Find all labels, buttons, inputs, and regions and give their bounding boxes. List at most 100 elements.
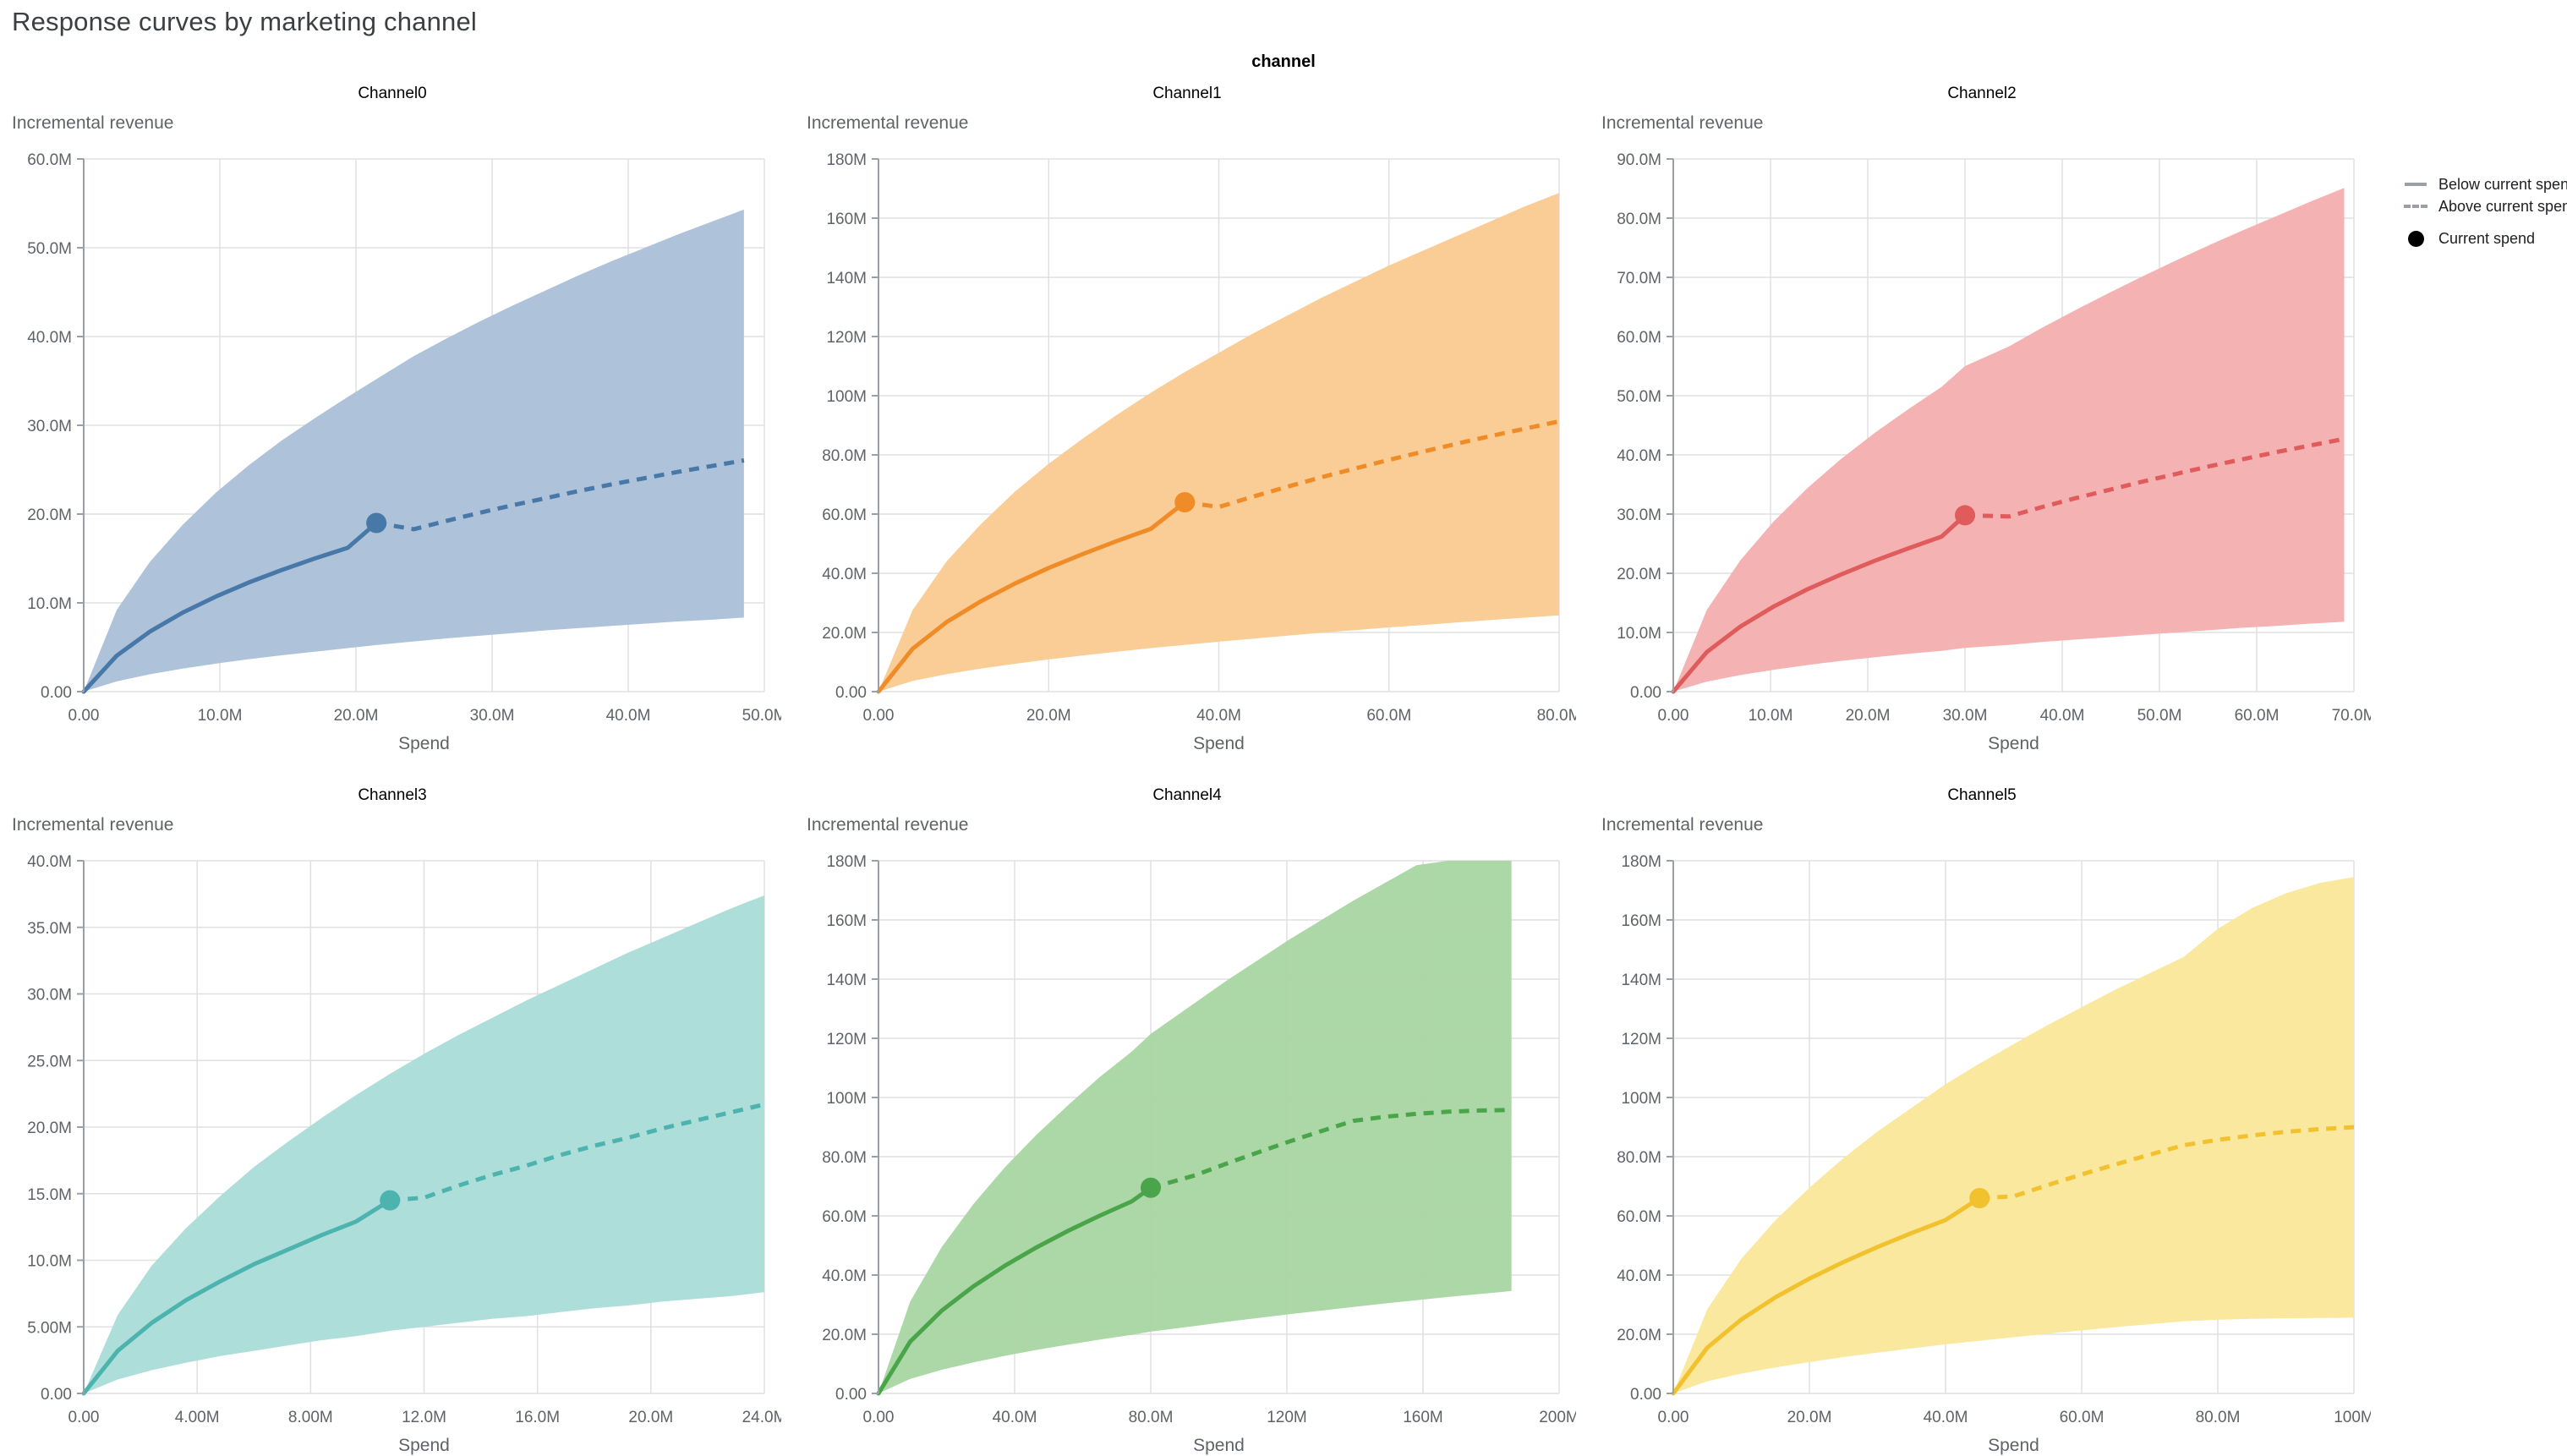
y-tick-label: 120M xyxy=(826,1031,867,1048)
plot-area: 0.00 20.0M 40.0M 60.0M 80.0M 100M 120M 140M 160M… xyxy=(822,151,1576,725)
y-tick-label: 160M xyxy=(826,211,867,228)
chart-panel-channel0: Channel0 Incremental revenue 0.00 10.0M 20.0… xyxy=(12,85,781,753)
y-axis-title: Incremental revenue xyxy=(1601,113,1764,133)
x-tick-label: 40.0M xyxy=(2040,707,2085,725)
x-tick-label: 20.0M xyxy=(334,707,379,725)
y-tick-label: 10.0M xyxy=(27,1253,72,1271)
x-axis-title: Spend xyxy=(1988,1436,2039,1455)
solid-line-icon xyxy=(2401,178,2430,191)
panel-title: Channel0 xyxy=(358,85,427,102)
y-tick-label: 100M xyxy=(1621,1090,1661,1108)
y-tick-label: 0.00 xyxy=(835,684,867,702)
legend-item-label: Current spend xyxy=(2438,229,2536,247)
y-tick-label: 25.0M xyxy=(27,1053,72,1070)
y-tick-label: 120M xyxy=(1621,1031,1661,1048)
credible-interval-band xyxy=(1673,877,2354,1393)
y-tick-label: 120M xyxy=(826,329,867,347)
credible-interval-band xyxy=(84,209,744,692)
y-tick-label: 40.0M xyxy=(27,853,72,871)
y-tick-label: 0.00 xyxy=(41,1386,72,1404)
chart-panel-channel5: Channel5 Incremental revenue 0.00 20.0M 40.0… xyxy=(1601,786,2371,1455)
x-tick-label: 16.0M xyxy=(515,1409,560,1426)
y-tick-label: 50.0M xyxy=(27,240,72,258)
x-tick-label: 12.0M xyxy=(402,1409,446,1426)
legend-item-below-current-spend[interactable]: Below current spend xyxy=(2401,173,2567,195)
x-tick-label: 50.0M xyxy=(2137,707,2182,725)
y-tick-label: 140M xyxy=(1621,972,1661,989)
x-tick-label: 10.0M xyxy=(198,707,243,725)
above-current-spend-curve xyxy=(1979,1125,2355,1201)
x-tick-label: 70.0M xyxy=(2332,707,2371,725)
y-tick-label: 20.0M xyxy=(822,1327,867,1344)
panel-title: Channel4 xyxy=(1152,786,1222,804)
y-tick-label: 10.0M xyxy=(1617,625,1661,643)
y-axis-title: Incremental revenue xyxy=(1601,815,1764,835)
above-current-spend-curve xyxy=(1150,1108,1512,1191)
y-tick-label: 160M xyxy=(826,912,867,930)
chart-panel-channel3: Channel3 Incremental revenue 0.00 5.00M 10.0… xyxy=(12,786,781,1455)
x-axis-title: Spend xyxy=(1193,1436,1245,1455)
y-tick-label: 180M xyxy=(826,151,867,169)
panel-title: Channel3 xyxy=(358,786,427,804)
chart-legend: Below current spend Above current spend Cu… xyxy=(2401,173,2567,249)
below-current-spend-curve xyxy=(81,1198,392,1396)
below-current-spend-curve xyxy=(1671,1196,1982,1396)
x-axis-title: Spend xyxy=(398,734,450,753)
y-tick-label: 180M xyxy=(1621,853,1661,871)
panel-title: Channel5 xyxy=(1947,786,2017,804)
y-tick-label: 60.0M xyxy=(822,1208,867,1226)
x-tick-label: 0.00 xyxy=(1658,707,1689,725)
y-tick-label: 160M xyxy=(1621,912,1661,930)
plot-area: 0.00 20.0M 40.0M 60.0M 80.0M 100M 120M 140M 160M… xyxy=(1617,853,2371,1426)
legend-item-above-current-spend[interactable]: Above current spend xyxy=(2401,195,2567,217)
x-tick-label: 20.0M xyxy=(1787,1409,1832,1426)
current-spend-marker xyxy=(366,512,387,534)
x-tick-label: 100M xyxy=(2334,1409,2371,1426)
x-tick-label: 60.0M xyxy=(2235,707,2280,725)
panel-title: Channel1 xyxy=(1152,85,1222,102)
x-tick-label: 20.0M xyxy=(1026,707,1071,725)
y-axis-title: Incremental revenue xyxy=(807,815,969,835)
y-axis-title: Incremental revenue xyxy=(807,113,969,133)
x-tick-label: 0.00 xyxy=(1658,1409,1689,1426)
x-tick-label: 10.0M xyxy=(1749,707,1793,725)
y-tick-label: 140M xyxy=(826,270,867,287)
below-current-spend-curve xyxy=(876,1185,1153,1396)
panel-title: Channel2 xyxy=(1947,85,2017,102)
x-tick-label: 20.0M xyxy=(1846,707,1891,725)
x-tick-label: 50.0M xyxy=(742,707,781,725)
x-tick-label: 120M xyxy=(1267,1409,1307,1426)
y-tick-label: 20.0M xyxy=(822,625,867,643)
below-current-spend-curve xyxy=(81,521,379,694)
x-tick-label: 0.00 xyxy=(68,1409,100,1426)
x-tick-label: 8.00M xyxy=(288,1409,333,1426)
x-tick-label: 40.0M xyxy=(1196,707,1241,725)
y-tick-label: 10.0M xyxy=(27,595,72,613)
x-axis-title: Spend xyxy=(1193,734,1245,753)
y-tick-label: 0.00 xyxy=(1630,684,1661,702)
y-tick-label: 0.00 xyxy=(835,1386,867,1404)
y-tick-label: 15.0M xyxy=(27,1186,72,1204)
y-tick-label: 80.0M xyxy=(822,1149,867,1167)
y-tick-label: 20.0M xyxy=(27,1119,72,1137)
y-tick-label: 50.0M xyxy=(1617,388,1661,406)
y-tick-label: 0.00 xyxy=(1630,1386,1661,1404)
legend-item-current-spend[interactable]: Current spend xyxy=(2401,227,2567,249)
y-tick-label: 60.0M xyxy=(1617,329,1661,347)
facet-label: channel xyxy=(1251,52,1316,71)
x-tick-label: 200M xyxy=(1539,1409,1576,1426)
y-tick-label: 60.0M xyxy=(822,506,867,524)
y-tick-label: 40.0M xyxy=(27,329,72,347)
y-tick-label: 20.0M xyxy=(1617,1327,1661,1344)
current-spend-marker xyxy=(1141,1177,1161,1198)
x-tick-label: 40.0M xyxy=(606,707,651,725)
x-tick-label: 160M xyxy=(1403,1409,1443,1426)
x-tick-label: 4.00M xyxy=(175,1409,220,1426)
below-current-spend-curve xyxy=(1671,512,1968,694)
y-tick-label: 80.0M xyxy=(1617,1149,1661,1167)
x-tick-label: 60.0M xyxy=(1366,707,1411,725)
x-tick-label: 24.0M xyxy=(742,1409,781,1426)
x-tick-label: 80.0M xyxy=(1129,1409,1174,1426)
plot-area: 0.00 10.0M 20.0M 30.0M 40.0M 50.0M 60.0M 0.00 10… xyxy=(27,151,781,725)
current-spend-marker xyxy=(1955,505,1975,526)
